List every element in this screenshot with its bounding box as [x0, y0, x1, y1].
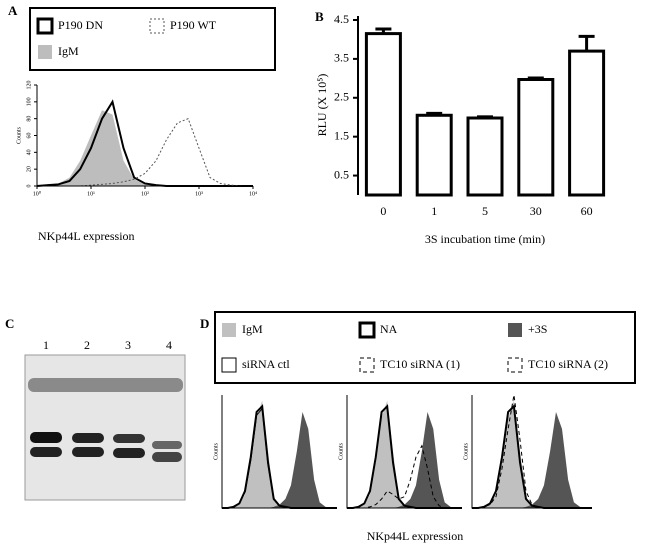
x-tick-label: 10²: [141, 191, 149, 197]
legend-swatch: [149, 18, 165, 34]
legend-swatch: [36, 17, 54, 35]
legend-label: +3S: [528, 322, 547, 336]
bar: [517, 78, 555, 197]
western-blot: [24, 354, 186, 501]
y-tick-label: 2.5: [334, 90, 349, 104]
bar: [568, 49, 606, 197]
lane-label: 1: [43, 338, 49, 352]
density-area: [347, 411, 462, 508]
legend-swatch: [507, 357, 523, 373]
axis: [221, 395, 337, 509]
y-tick-label: 40: [26, 149, 32, 155]
y-tick-label: 100: [26, 97, 32, 106]
blot-band: [28, 378, 183, 392]
x-tick-label: 10³: [195, 191, 203, 197]
legend-label: TC10 siRNA (1): [380, 357, 460, 371]
panel-label: A: [8, 3, 18, 18]
x-tick-label: 0: [380, 204, 386, 218]
y-tick-label: 0: [26, 185, 32, 188]
density-line: [36, 99, 253, 187]
blot-band: [72, 433, 104, 443]
x-tick-label: 1: [431, 204, 437, 218]
blot-band: [72, 447, 104, 457]
density-area: [347, 400, 462, 508]
x-tick-label: 30: [530, 204, 542, 218]
blot-membrane: [24, 354, 186, 501]
y-tick-label: 3.5: [334, 51, 349, 65]
axis: [471, 395, 592, 509]
y-axis-label: Counts: [463, 442, 469, 460]
legend-label: IgM: [58, 44, 79, 58]
density-line: [472, 404, 592, 509]
x-tick-label: 60: [581, 204, 593, 218]
axis: [346, 395, 462, 509]
legend-label: P190 DN: [58, 18, 103, 32]
density-area: [472, 411, 592, 508]
density-area: [222, 411, 337, 508]
panel-label: C: [5, 316, 14, 331]
panel-label: D: [200, 316, 209, 331]
x-tick-label: 5: [482, 204, 488, 218]
y-tick-label: 60: [26, 133, 32, 139]
x-axis-label: NKp44L expression: [38, 229, 135, 243]
legend-label: TC10 siRNA (2): [528, 357, 608, 371]
legend-swatch: [359, 357, 375, 373]
density-line: [222, 407, 337, 509]
density-line: [37, 118, 253, 187]
bar: [364, 32, 402, 197]
x-tick-label: 10¹: [87, 191, 95, 197]
legend-box-a: [29, 7, 276, 71]
panel-label: B: [315, 9, 324, 24]
y-axis-label: Counts: [16, 126, 22, 144]
blot-band: [113, 448, 145, 458]
density-line: [347, 444, 462, 509]
density-line: [472, 394, 592, 509]
legend-swatch: [358, 321, 376, 339]
legend-label: siRNA ctl: [242, 357, 290, 371]
blot-band: [30, 432, 62, 443]
bar: [415, 113, 453, 197]
legend-box-d: [214, 311, 636, 384]
legend-label: P190 WT: [170, 18, 217, 32]
density-line: [222, 404, 337, 509]
blot-band: [152, 441, 182, 449]
y-tick-label: 20: [26, 166, 32, 172]
density-line: [347, 404, 462, 509]
legend-label: IgM: [242, 322, 263, 336]
blot-band: [113, 434, 145, 443]
y-tick-label: 0.5: [334, 167, 349, 181]
lane-label: 2: [84, 338, 90, 352]
y-tick-label: 1.5: [334, 128, 349, 142]
density-area: [222, 400, 337, 508]
legend-swatch: [508, 323, 522, 337]
legend-swatch: [221, 357, 237, 373]
axis: [36, 85, 253, 187]
x-tick-label: 10⁴: [249, 191, 257, 197]
density-area: [37, 110, 253, 186]
y-axis-label: RLU (X 10⁵): [315, 74, 329, 137]
lane-label: 4: [166, 338, 172, 352]
legend-label: NA: [380, 322, 398, 336]
lane-label: 3: [125, 338, 131, 352]
density-area: [472, 400, 592, 508]
y-tick-label: 80: [26, 116, 32, 122]
y-tick-label: 4.5: [334, 12, 349, 26]
y-tick-label: 120: [26, 81, 32, 90]
blot-band: [152, 452, 182, 462]
y-axis-label: Counts: [213, 442, 219, 460]
x-axis-label: 3S incubation time (min): [425, 232, 545, 246]
blot-band: [30, 447, 62, 457]
bar: [466, 116, 504, 197]
legend-swatch: [38, 45, 52, 59]
legend-swatch: [222, 323, 236, 337]
x-axis-label: NKp44L expression: [367, 529, 464, 543]
x-tick-label: 10⁰: [33, 190, 42, 197]
y-axis-label: Counts: [338, 442, 344, 460]
